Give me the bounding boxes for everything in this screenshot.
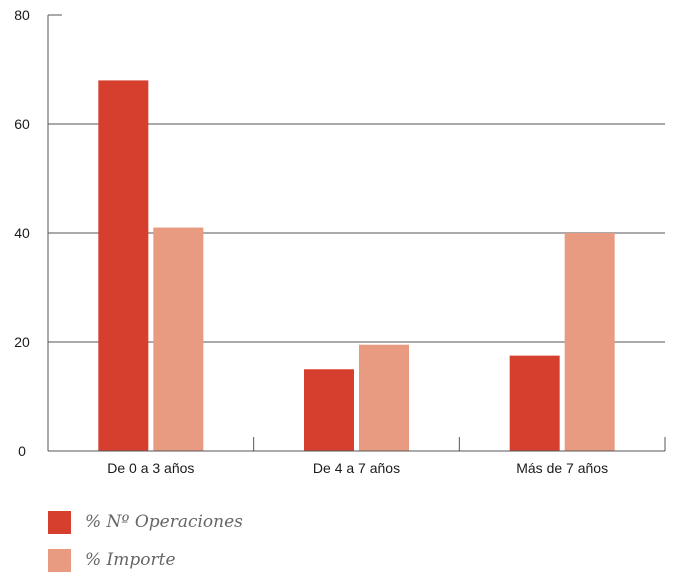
y-tick-label-80: 80	[14, 7, 30, 23]
y-tick-label-0: 0	[18, 443, 26, 459]
legend-swatch-importe	[48, 548, 71, 572]
chart-legend: % Nº Operaciones % Importe	[48, 508, 243, 584]
legend-item-operaciones: % Nº Operaciones	[48, 508, 243, 536]
bar-operaciones-1	[304, 369, 354, 451]
legend-swatch-operaciones	[48, 510, 71, 534]
bar-importe-1	[359, 344, 409, 451]
bar-operaciones-2	[509, 355, 560, 451]
legend-label-operaciones: % Nº Operaciones	[85, 512, 243, 532]
y-tick-label-40: 40	[14, 225, 30, 241]
x-tick-label-2: Más de 7 años	[516, 460, 608, 476]
y-tick-label-20: 20	[14, 334, 30, 350]
x-tick-label-1: De 4 a 7 años	[313, 460, 400, 476]
x-tick-label-0: De 0 a 3 años	[107, 460, 194, 476]
bar-operaciones-0	[98, 80, 149, 452]
y-tick-label-60: 60	[14, 116, 30, 132]
bar-importe-2	[564, 233, 615, 451]
bar-importe-0	[153, 227, 204, 451]
legend-label-importe: % Importe	[85, 550, 176, 570]
legend-item-importe: % Importe	[48, 546, 243, 574]
